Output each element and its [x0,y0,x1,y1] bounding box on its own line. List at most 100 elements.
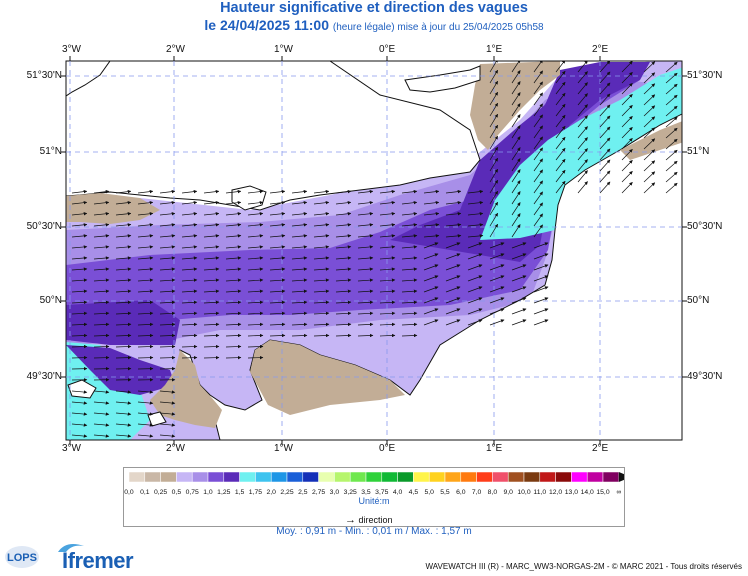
wave-arrow [137,401,154,405]
lon-label-top: 1°W [274,44,293,55]
lon-label-bottom: 1°W [274,443,293,454]
update-note: (heure légale) mise à jour du 25/04/2025… [332,22,544,33]
wave-arrow [423,308,439,315]
wave-arrow [533,308,549,315]
wave-arrow [93,267,110,271]
wave-arrow [621,61,633,73]
legend-tick-label: 2,25 [280,489,293,496]
wave-arrow [599,71,611,84]
wave-arrow [467,200,484,205]
wave-arrow [577,93,588,106]
land-thames-estuary [404,65,481,93]
wave-arrow [115,267,132,271]
wave-arrow [511,158,521,172]
legend-swatch [255,471,272,483]
wave-arrow [511,180,521,194]
legend-tick-label: 2,5 [298,489,308,496]
legend-tick-label: 0,25 [154,489,167,496]
wave-arrow [71,267,88,271]
wave-arrow [401,289,418,293]
wave-arrow [159,256,176,260]
wave-arrow [577,137,588,150]
wave-arrow [137,234,154,238]
wave-arrow [555,169,566,183]
wave-arrow [621,159,633,172]
wave-arrow [467,286,483,293]
wave-arrow [291,267,308,271]
wave-arrow [423,234,440,238]
wave-arrow [291,289,308,293]
wave-arrow [533,297,549,304]
map-frame [65,60,683,441]
wave-arrow [93,212,110,216]
wave-arrow [137,333,154,338]
wave-arrow [401,300,418,305]
wave-arrow [159,390,176,394]
ifremer-logo: Ifremer [58,544,134,574]
forecast-datetime: le 24/04/2025 11:00 [204,17,329,33]
wave-arrow [203,344,220,349]
wave-arrow [357,267,374,271]
wave-arrow [313,245,330,249]
wave-arrow [577,170,588,183]
lat-label-left: 50°30'N [26,221,62,232]
wave-arrow [159,278,176,282]
wave-arrow [511,202,521,216]
wave-arrow [93,401,110,405]
wave-arrow [137,434,154,438]
wave-arrow [181,289,198,293]
wave-arrow [445,242,461,249]
wave-arrow [423,242,439,249]
ifremer-logo-text: Ifremer [62,548,134,573]
wave-arrow [115,234,132,238]
legend-swatch [428,471,446,483]
wave-arrow [401,256,418,260]
wave-arrow [291,311,308,316]
legend-swatch [128,471,146,483]
wave-arrow [71,223,88,227]
wave-arrow [445,297,461,304]
wave-arrow [137,256,154,260]
wave-arrow [533,224,543,238]
wave-arrow [401,278,418,282]
wave-arrow [533,169,543,183]
wave-arrow [467,297,483,304]
wave-arrow [511,81,521,95]
wave-arrow [225,267,242,271]
wave-arrow [533,136,543,150]
wave-arrow [247,322,264,327]
wave-arrow [357,300,374,305]
wave-arrow [269,267,286,271]
wave-arrow [159,245,176,249]
wave-arrow [599,104,611,117]
wave-direction-arrows [71,61,678,438]
wave-arrow [511,253,527,260]
wave-arrow [335,311,352,316]
wave-arrow [247,245,264,249]
wave-arrow [181,344,198,349]
lon-label-bottom: 2°W [166,443,185,454]
wave-arrow [621,82,633,95]
wave-arrow [159,344,176,349]
wave-arrow [181,322,198,327]
lon-label-top: 1°E [486,44,503,55]
wave-arrow [269,189,286,194]
wave-arrow [489,91,499,106]
wave-arrow [423,223,440,227]
wave-arrow [93,434,110,438]
wave-arrow [577,61,588,73]
wave-arrow [379,333,396,338]
sea-darkest-west [66,300,180,345]
wave-arrow [181,234,198,238]
legend-swatch [223,471,240,483]
wave-arrow [71,189,88,194]
wave-arrow [181,189,198,194]
wave-arrow [71,300,88,305]
wave-arrow [577,82,588,95]
wave-arrow [621,126,633,139]
wave-arrow [379,223,396,227]
wave-arrow [247,333,264,338]
wave-arrow [357,212,374,216]
wave-arrow [115,289,132,293]
wave-arrow [599,181,611,194]
